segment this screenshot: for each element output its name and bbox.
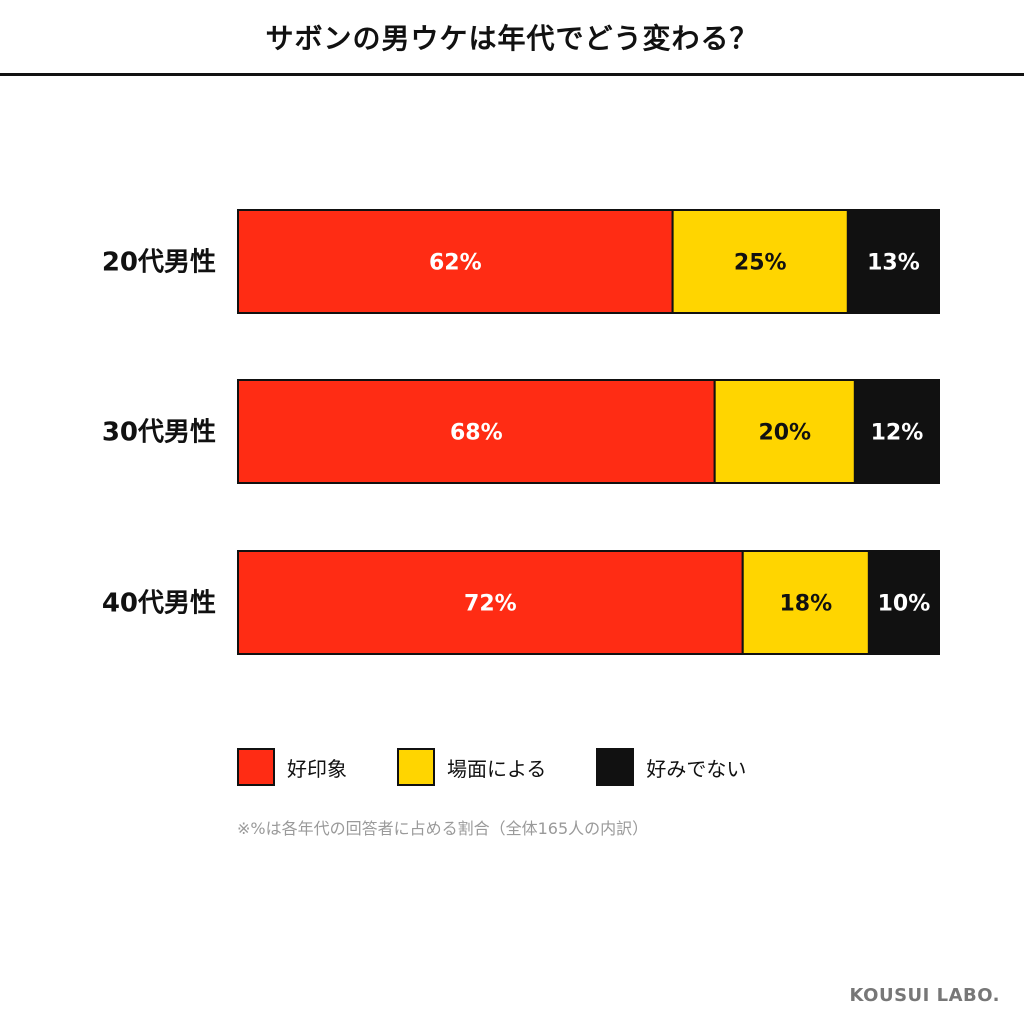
legend-item-dislike: 好みでない (596, 748, 746, 786)
legend-label-depends: 場面による (447, 756, 547, 781)
legend-swatch-depends (397, 748, 435, 786)
bar-segment (846, 209, 940, 314)
category-label: 30代男性 (102, 418, 216, 448)
data-label: 62% (429, 251, 482, 276)
category-label: 40代男性 (102, 589, 216, 619)
legend-label-dislike: 好みでない (646, 756, 747, 781)
data-label: 13% (867, 251, 920, 276)
data-label: 18% (779, 592, 832, 617)
legend-label-favorable: 好印象 (287, 756, 347, 781)
data-label: 12% (871, 421, 924, 446)
brand-logo: KOUSUI LABO. (849, 985, 1000, 1006)
bar-outline (237, 209, 940, 314)
data-label: 68% (450, 421, 503, 446)
stacked-bar-chart: 20代男性 62% 25% 13% 30代男性 68% 20% 12% 40代男性 72% 18% 1… (102, 209, 941, 655)
data-label: 25% (734, 251, 787, 276)
bar-row: 20代男性 62% 25% 13% (102, 209, 940, 314)
legend: 好印象 場面による 好みでない (237, 748, 746, 786)
chart-title: サボンの男ウケは年代でどう変わる？ (265, 21, 759, 55)
legend-item-depends: 場面による (397, 748, 546, 786)
legend-swatch-dislike (596, 748, 635, 786)
bar-outline (237, 550, 940, 655)
legend-item-favorable: 好印象 (237, 748, 347, 786)
footnote: ※%は各年代の回答者に占める割合（全体165人の内訳） (237, 819, 649, 838)
bar-row: 40代男性 72% 18% 10% (102, 550, 941, 655)
bar-row: 30代男性 68% 20% 12% (102, 379, 941, 484)
category-label: 20代男性 (102, 248, 216, 278)
bar-segment (741, 550, 870, 655)
legend-swatch-favorable (237, 748, 275, 786)
bar-outline (237, 379, 940, 484)
chart-header: サボンの男ウケは年代でどう変わる？ (0, 0, 1024, 76)
data-label: 10% (878, 592, 931, 617)
bar-segment (237, 209, 674, 314)
bar-segment (237, 550, 744, 655)
data-label: 72% (464, 592, 517, 617)
data-label: 20% (758, 421, 811, 446)
